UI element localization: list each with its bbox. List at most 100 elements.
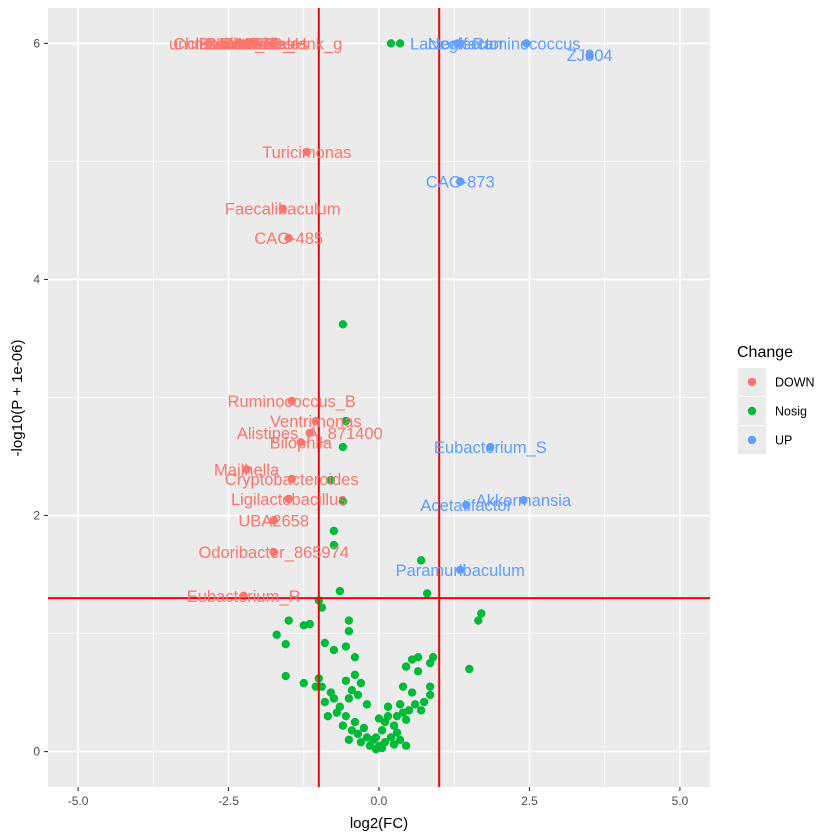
point-label: Bilophila <box>270 434 333 452</box>
data-point-nosig <box>344 735 354 744</box>
data-point-nosig <box>281 671 290 681</box>
data-point-nosig <box>326 688 336 697</box>
point-label: ZJ304 <box>567 47 613 65</box>
data-point-nosig <box>356 678 366 688</box>
data-point-nosig <box>395 735 405 744</box>
data-point-nosig <box>320 697 330 707</box>
data-point-nosig <box>407 688 417 697</box>
data-point-nosig <box>320 638 330 648</box>
data-point-nosig <box>386 733 396 742</box>
data-point-nosig <box>422 589 432 598</box>
data-point-nosig <box>401 741 411 750</box>
data-point-nosig <box>341 642 351 651</box>
point-label: CAG-873 <box>426 174 495 192</box>
data-point-nosig <box>416 706 426 715</box>
data-point-nosig <box>419 697 429 707</box>
data-point-nosig <box>395 39 405 48</box>
data-point-down <box>296 438 305 447</box>
data-point-nosig <box>401 715 411 724</box>
data-point-nosig <box>359 723 369 733</box>
data-point-nosig <box>350 652 360 662</box>
data-point-nosig <box>347 726 357 735</box>
point-label: CAG-485 <box>254 230 323 248</box>
data-point-nosig <box>356 737 366 747</box>
point-label: Acetatifactor <box>420 497 512 515</box>
point-label: unclassified_no_rank_g <box>169 35 342 53</box>
data-point-nosig <box>477 609 486 618</box>
data-point-down <box>269 547 278 557</box>
data-point-down <box>242 465 251 474</box>
data-point-nosig <box>341 416 351 426</box>
point-label: Ventrimonas <box>270 413 362 431</box>
data-point-nosig <box>425 658 435 668</box>
legend-label: Nosig <box>775 405 807 419</box>
data-point-nosig <box>323 711 333 721</box>
data-point-nosig <box>386 39 396 48</box>
point-label: Eubacterium_R <box>187 588 301 606</box>
data-point-nosig <box>341 711 351 721</box>
data-point-nosig <box>465 664 474 674</box>
data-point-nosig <box>350 717 360 727</box>
axes: -5.0 -2.5 0.0 2.5 5.0 0 2 4 6 <box>33 36 688 808</box>
data-point-nosig <box>350 670 360 680</box>
point-label: Bacteroides <box>206 35 293 53</box>
data-point-nosig <box>326 475 336 485</box>
data-point-nosig <box>344 616 354 625</box>
data-point-up <box>456 565 465 575</box>
data-point-nosig <box>329 645 339 655</box>
x-axis-title: log2(FC) <box>350 815 408 832</box>
point-label: Bacteroides_H <box>199 35 307 53</box>
point-label: Odoribacter_865974 <box>198 544 348 562</box>
data-point-up <box>519 495 528 505</box>
data-point-down <box>284 494 293 504</box>
data-point-nosig <box>338 442 348 452</box>
data-point-nosig <box>344 694 354 703</box>
point-label: Ruminococcus <box>472 35 580 53</box>
point-label: Alistipes_A_871400 <box>237 425 383 443</box>
x-tick-label: -2.5 <box>218 794 239 808</box>
data-point-up <box>462 500 471 510</box>
data-point-down <box>278 204 287 213</box>
point-label: Paramuribaculum <box>396 562 525 580</box>
x-tick-label: 5.0 <box>672 794 689 808</box>
data-point-nosig <box>353 690 363 700</box>
data-point-nosig <box>392 728 402 737</box>
data-point-up <box>522 39 531 48</box>
data-point-nosig <box>383 702 393 711</box>
point-label: UBA3263 <box>211 35 282 53</box>
data-point-nosig <box>338 721 348 730</box>
y-tick-label: 0 <box>33 745 40 759</box>
data-point-down <box>287 396 296 406</box>
point-label: Ligilactobacillus <box>231 491 347 509</box>
legend-label: UP <box>775 434 792 448</box>
y-axis-title: -log10(P + 1e-06) <box>9 340 26 457</box>
data-point-down <box>287 474 296 484</box>
data-point-nosig <box>371 733 381 742</box>
data-point-nosig <box>284 616 293 625</box>
data-point-nosig <box>338 320 348 329</box>
data-point-nosig <box>335 586 345 596</box>
data-point-nosig <box>272 630 281 639</box>
data-point-nosig <box>341 676 351 685</box>
data-point-nosig <box>401 662 411 671</box>
point-label: Christensenellales <box>173 35 308 53</box>
data-point-down <box>305 428 314 438</box>
data-point-down <box>251 39 260 48</box>
data-point-nosig <box>398 682 408 691</box>
y-tick-label: 6 <box>33 36 40 50</box>
data-points <box>236 39 594 754</box>
data-point-up <box>456 39 465 48</box>
data-point-nosig <box>398 708 408 717</box>
legend-key-up <box>747 435 757 445</box>
data-point-nosig <box>281 639 290 649</box>
y-tick-label: 2 <box>33 509 40 523</box>
legend: Change DOWN Nosig UP <box>737 344 815 454</box>
data-point-nosig <box>395 700 405 709</box>
data-point-up <box>585 51 594 60</box>
grid-lines <box>48 8 710 787</box>
point-labels: ChristensenellalesUBA1777UBA3263Bacteroi… <box>169 35 613 605</box>
data-point-nosig <box>299 678 308 688</box>
threshold-lines <box>48 8 710 787</box>
